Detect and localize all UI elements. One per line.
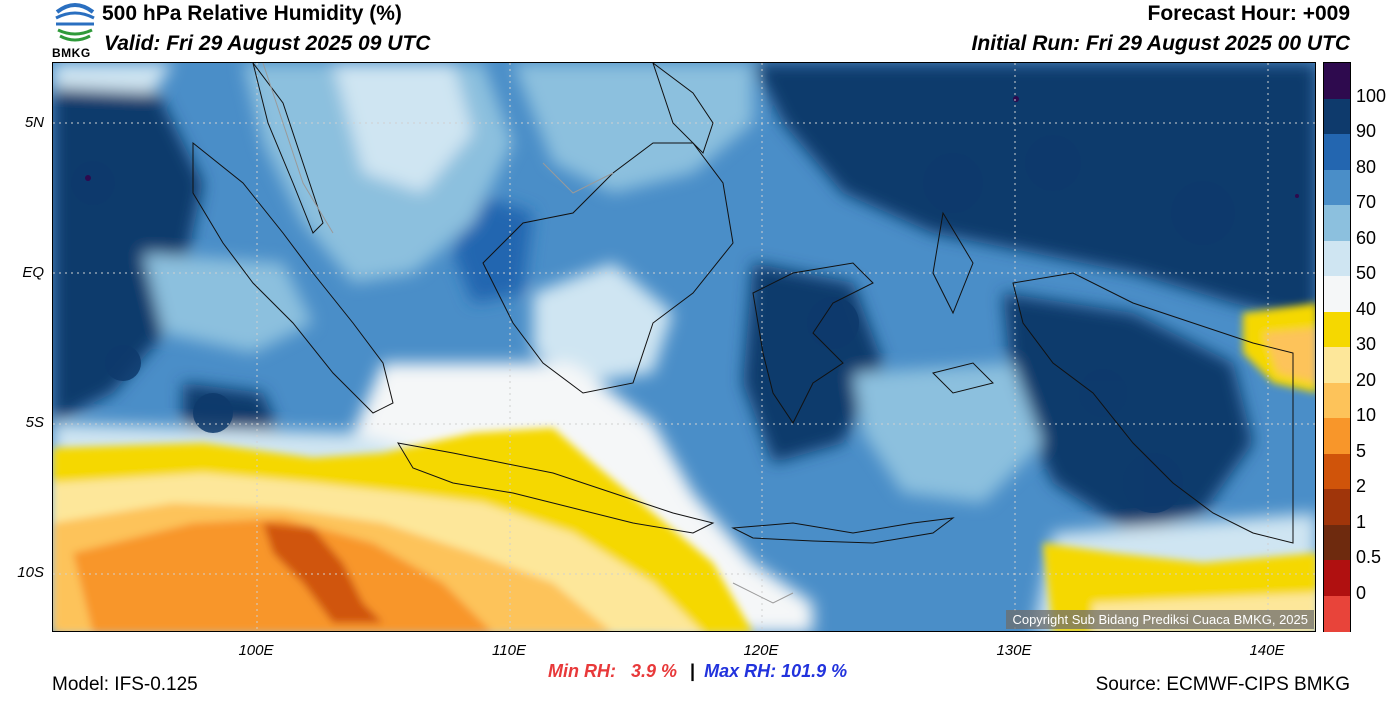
min-rh-value: 3.9 %	[631, 661, 678, 681]
stats-separator: |	[690, 661, 696, 681]
lon-label-140e: 140E	[1249, 642, 1285, 659]
rh-stats: Min RH: 3.9 % | Max RH: 101.9 %	[548, 661, 847, 682]
colorbar-label: 20	[1356, 369, 1377, 390]
lat-label-10s: 10S	[17, 564, 44, 581]
colorbar-segment	[1324, 347, 1350, 383]
lon-label-120e: 120E	[743, 642, 779, 659]
humidity-field	[53, 63, 1315, 631]
humidity-map	[52, 62, 1316, 632]
colorbar-label: 30	[1356, 334, 1377, 354]
lon-label-100e: 100E	[238, 642, 274, 659]
logo-text: BMKG	[52, 46, 91, 60]
colorbar-segment	[1324, 276, 1350, 312]
colorbar-label: 5	[1356, 440, 1367, 461]
colorbar-label: 10	[1356, 405, 1377, 425]
bmkg-logo-icon	[52, 0, 98, 60]
colorbar-label: 40	[1356, 298, 1377, 319]
initial-run: Initial Run: Fri 29 August 2025 00 UTC	[971, 32, 1350, 55]
colorbar-segment	[1324, 240, 1350, 277]
colorbar-label: 100	[1356, 85, 1387, 106]
lon-label-110e: 110E	[492, 642, 526, 659]
colorbar-label: 2	[1356, 476, 1367, 496]
min-rh-label: Min RH:	[548, 661, 616, 681]
colorbar-segment	[1324, 453, 1350, 490]
colorbar-segment	[1324, 169, 1350, 206]
colorbar-segment	[1324, 311, 1350, 348]
lat-label-5n: 5N	[24, 114, 44, 131]
colorbar-segment	[1324, 382, 1350, 419]
colorbar-label: 90	[1356, 121, 1377, 141]
max-rh-value: 101.9 %	[781, 661, 848, 681]
colorbar-label: 80	[1356, 156, 1377, 177]
forecast-hour: Forecast Hour: +009	[1147, 2, 1351, 25]
colorbar-segment	[1324, 560, 1350, 596]
colorbar-segment	[1324, 134, 1350, 170]
colorbar-segment	[1324, 205, 1350, 241]
model-info: Model: IFS-0.125	[52, 674, 198, 695]
lon-label-130e: 130E	[996, 642, 1032, 659]
lat-label-eq: EQ	[22, 264, 44, 281]
colorbar-label: 0.5	[1356, 547, 1382, 567]
colorbar-label: 0	[1356, 582, 1367, 603]
colorbar-label: 50	[1356, 263, 1377, 283]
source-info: Source: ECMWF-CIPS BMKG	[1095, 674, 1350, 695]
valid-time: Valid: Fri 29 August 2025 09 UTC	[104, 32, 431, 55]
colorbar-segment	[1324, 418, 1350, 454]
lat-label-5s: 5S	[25, 414, 44, 431]
colorbar-segment	[1324, 489, 1350, 525]
colorbar-segment	[1324, 98, 1350, 135]
chart-title: 500 hPa Relative Humidity (%)	[102, 2, 402, 25]
copyright-notice: Copyright Sub Bidang Prediksi Cuaca BMKG…	[1006, 610, 1314, 629]
colorbar-label: 1	[1356, 511, 1367, 532]
colorbar-segment	[1324, 63, 1350, 99]
colorbar	[1323, 62, 1351, 632]
colorbar-label: 60	[1356, 227, 1377, 248]
colorbar-segment	[1324, 524, 1350, 561]
max-rh-label: Max RH:	[704, 661, 777, 681]
colorbar-segment	[1324, 595, 1350, 632]
colorbar-label: 70	[1356, 192, 1377, 212]
